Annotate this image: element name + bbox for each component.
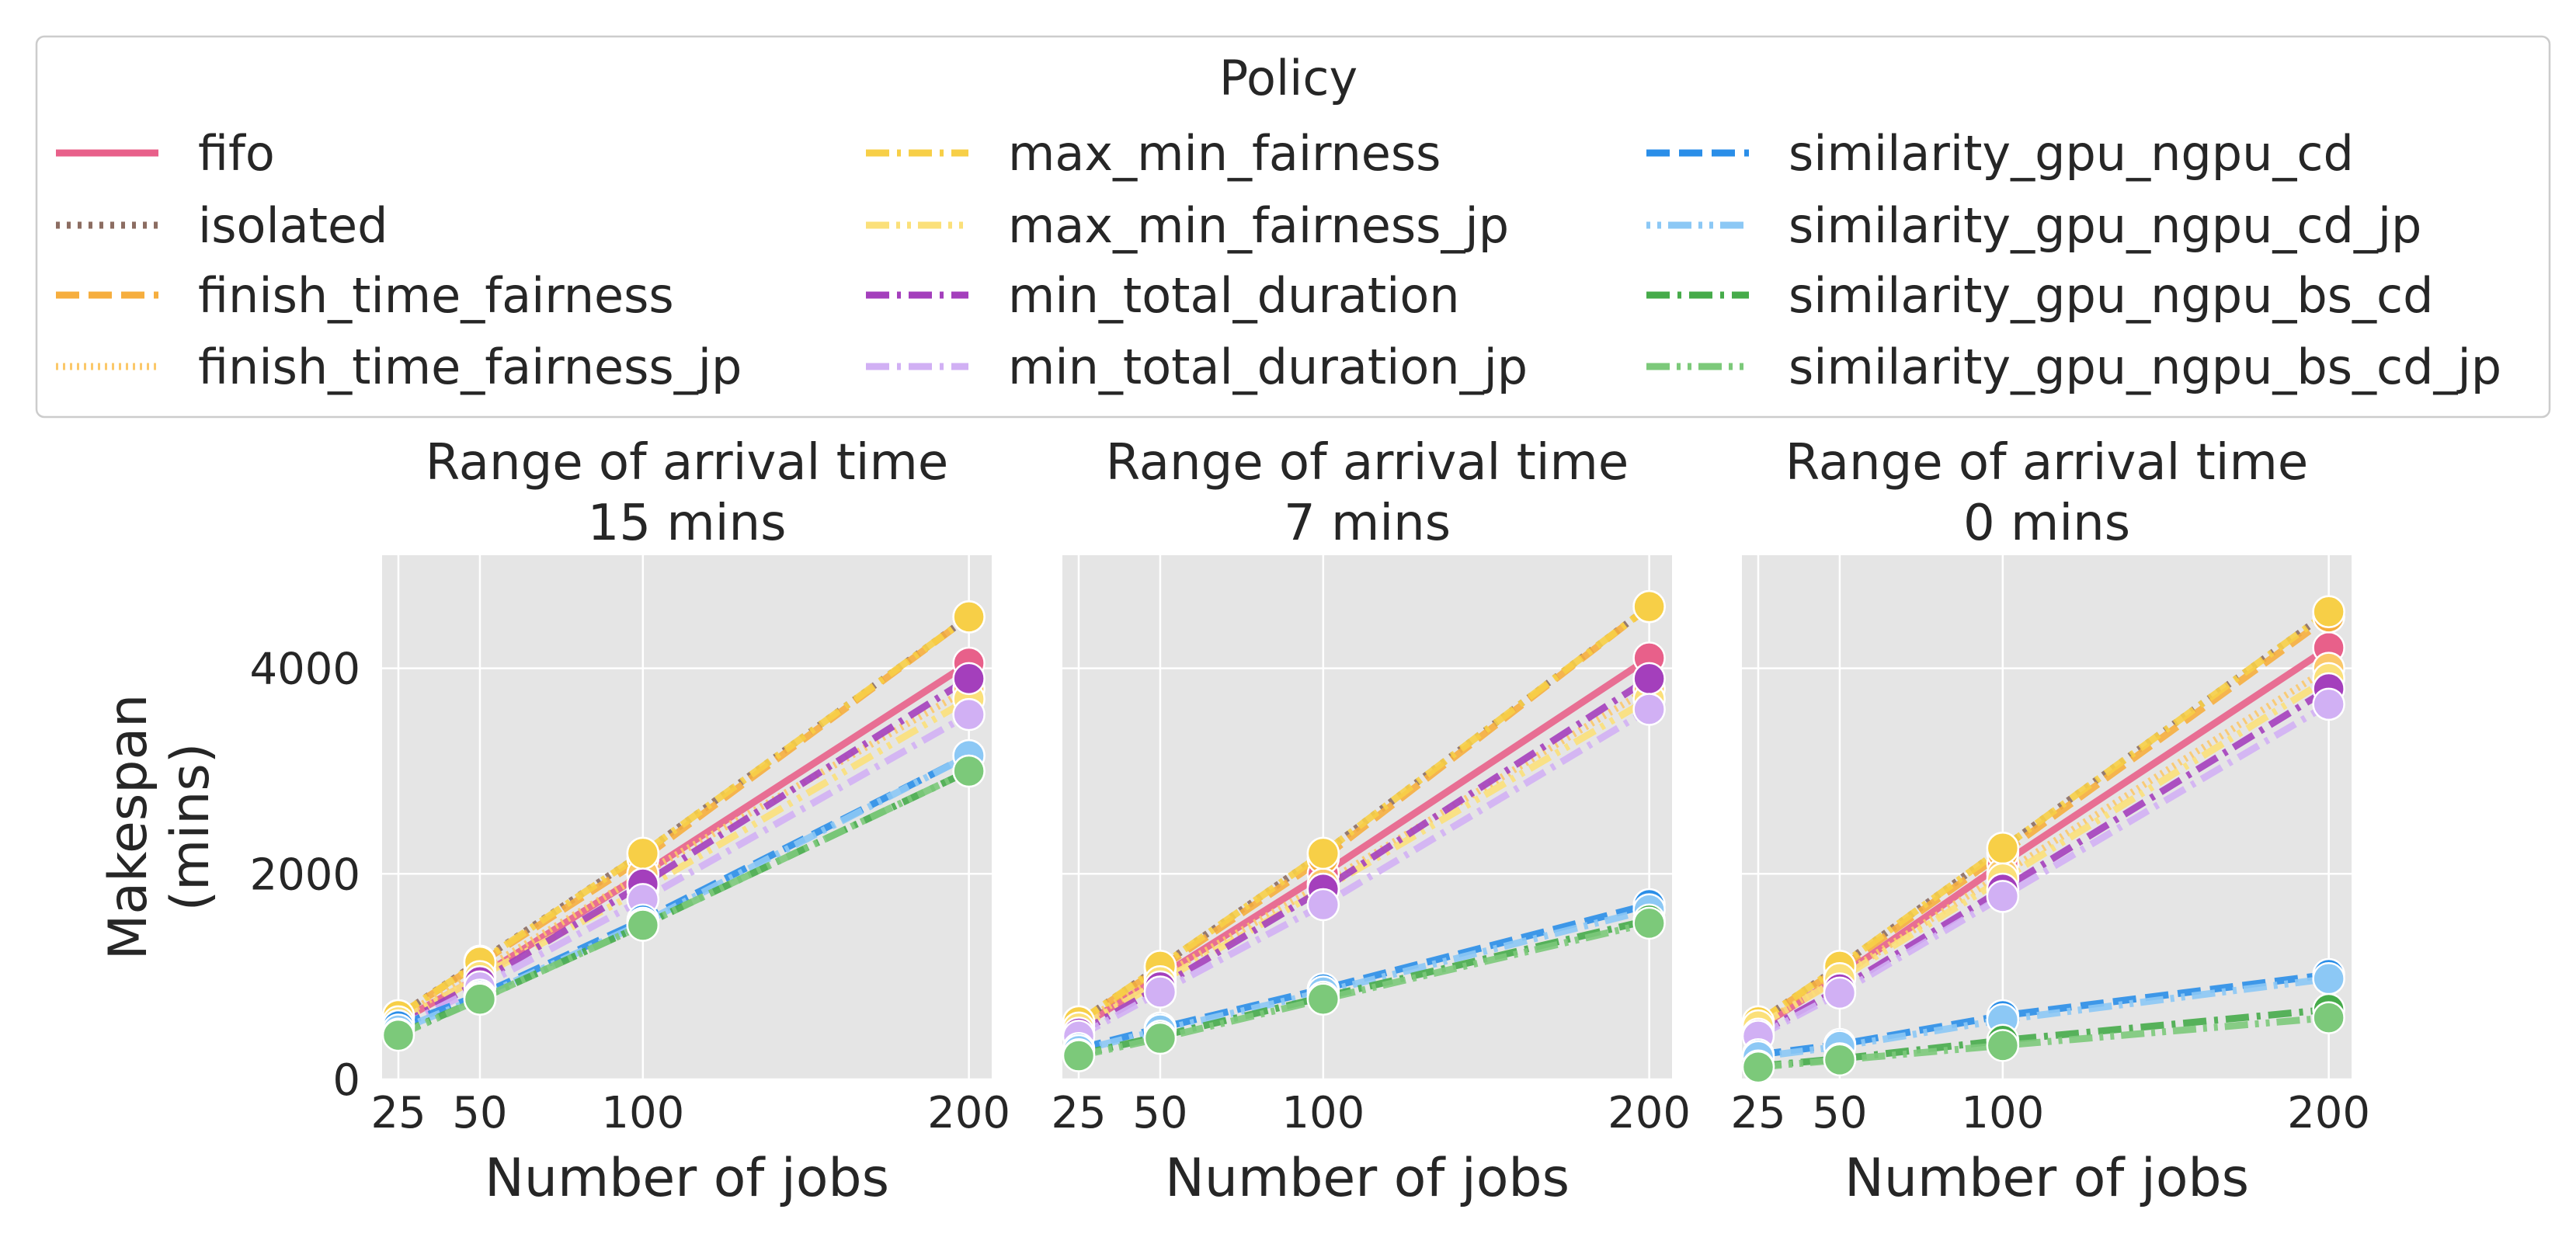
point-min-total-duration xyxy=(1632,662,1666,696)
x-tick-label: 100 xyxy=(1961,1088,2044,1138)
legend: Policy fifoisolatedfinish_time_fairnessf… xyxy=(35,35,2551,419)
point-min-total-duration-jp xyxy=(2312,687,2345,721)
legend-label-finish-time-fairness: finish_time_fairness xyxy=(198,267,674,324)
legend-frame xyxy=(35,35,2551,419)
legend-title: Policy xyxy=(1219,50,1358,106)
point-min-total-duration-jp xyxy=(1632,693,1666,726)
point-similarity-gpu-ngpu-bs-cd-jp xyxy=(1306,982,1340,1016)
panel-title-line-1: Range of arrival time xyxy=(1785,434,2309,492)
x-axis-label: Number of jobs xyxy=(1844,1148,2249,1209)
point-similarity-gpu-ngpu-bs-cd-jp xyxy=(1986,1029,2020,1062)
series-line-max-min-fairness xyxy=(1756,609,2331,1025)
point-max-min-fairness xyxy=(626,836,660,870)
point-similarity-gpu-ngpu-bs-cd-jp xyxy=(1143,1021,1177,1055)
legend-label-min-total-duration: min_total_duration xyxy=(1008,267,1460,324)
y-tick-label: 4000 xyxy=(249,645,360,695)
point-similarity-gpu-ngpu-bs-cd-jp xyxy=(1062,1039,1096,1072)
point-similarity-gpu-ngpu-bs-cd-jp xyxy=(1823,1043,1857,1077)
legend-label-max-min-fairness-jp: max_min_fairness_jp xyxy=(1008,197,1509,254)
legend-label-isolated: isolated xyxy=(198,197,388,254)
panel-title-line-2: 0 mins xyxy=(1963,495,2130,552)
legend-label-similarity-gpu-ngpu-bs-cd: similarity_gpu_ngpu_bs_cd xyxy=(1789,267,2434,324)
series-line-fifo xyxy=(1076,655,1652,1031)
x-tick-label: 200 xyxy=(927,1088,1010,1138)
point-similarity-gpu-ngpu-bs-cd-jp xyxy=(463,982,497,1016)
series-line-min-total-duration-jp xyxy=(1076,706,1651,1040)
series-line-fifo xyxy=(396,660,972,1025)
series-line-min-total-duration xyxy=(1076,676,1652,1037)
panel-title-line-2: 7 mins xyxy=(1284,495,1451,552)
legend-label-similarity-gpu-ngpu-cd: similarity_gpu_ngpu_cd xyxy=(1789,125,2354,182)
x-tick-label: 200 xyxy=(1608,1088,1691,1138)
legend-label-min-total-duration-jp: min_total_duration_jp xyxy=(1008,339,1528,395)
point-similarity-gpu-ngpu-bs-cd-jp xyxy=(381,1018,415,1052)
point-max-min-fairness xyxy=(1632,589,1666,624)
point-similarity-gpu-ngpu-cd-jp xyxy=(2312,962,2345,996)
series-line-fifo xyxy=(1756,645,2331,1031)
point-max-min-fairness xyxy=(1306,836,1340,870)
series-line-min-total-duration-jp xyxy=(1756,701,2331,1040)
series-line-max-min-fairness-jp xyxy=(1756,675,2331,1030)
y-axis-label-line-1: Makespan xyxy=(98,694,159,961)
point-similarity-gpu-ngpu-bs-cd-jp xyxy=(952,754,986,788)
x-tick-label: 25 xyxy=(1051,1088,1106,1138)
legend-label-max-min-fairness: max_min_fairness xyxy=(1008,125,1441,182)
legend-label-fifo: fifo xyxy=(198,125,275,182)
point-max-min-fairness xyxy=(2312,595,2345,629)
x-tick-label: 50 xyxy=(1132,1088,1187,1138)
series-line-similarity-gpu-ngpu-cd-jp xyxy=(1077,906,1650,1055)
x-tick-label: 25 xyxy=(370,1088,426,1138)
x-axis-label: Number of jobs xyxy=(485,1148,889,1209)
legend-label-similarity-gpu-ngpu-bs-cd-jp: similarity_gpu_ngpu_bs_cd_jp xyxy=(1789,339,2501,395)
series-line-max-min-fairness xyxy=(396,613,972,1019)
x-tick-label: 100 xyxy=(601,1088,684,1138)
point-min-total-duration-jp xyxy=(1306,888,1340,922)
series-line-similarity-gpu-ngpu-bs-cd-jp xyxy=(1078,919,1650,1059)
series-line-similarity-gpu-ngpu-bs-cd-jp xyxy=(1757,1014,2329,1071)
point-max-min-fairness xyxy=(1986,831,2020,865)
panel-title-line-1: Range of arrival time xyxy=(426,434,949,492)
point-min-total-duration-jp xyxy=(1986,880,2020,913)
point-min-total-duration-jp xyxy=(1143,975,1177,1009)
y-tick-label: 0 xyxy=(332,1055,360,1106)
series-line-similarity-gpu-ngpu-bs-cd-jp xyxy=(397,767,971,1039)
panel-title-line-2: 15 mins xyxy=(588,495,787,552)
x-tick-label: 25 xyxy=(1730,1088,1785,1138)
point-max-min-fairness xyxy=(952,600,986,634)
series-line-similarity-gpu-ngpu-cd-jp xyxy=(1757,975,2330,1061)
point-similarity-gpu-ngpu-bs-cd-jp xyxy=(2312,1001,2345,1034)
x-axis-label: Number of jobs xyxy=(1165,1148,1570,1209)
x-tick-label: 50 xyxy=(1812,1088,1867,1138)
point-min-total-duration-jp xyxy=(952,697,986,731)
panel-title-line-1: Range of arrival time xyxy=(1106,434,1629,492)
point-min-total-duration xyxy=(952,662,986,696)
y-tick-label: 2000 xyxy=(249,850,360,900)
x-tick-label: 200 xyxy=(2287,1088,2370,1138)
legend-label-similarity-gpu-ngpu-cd-jp: similarity_gpu_ngpu_cd_jp xyxy=(1789,197,2421,254)
legend-entries: fifo isolated finish_time_fairness finish_t… xyxy=(56,125,2501,395)
x-tick-label: 50 xyxy=(452,1088,507,1138)
y-axis-label-line-2: (mins) xyxy=(160,743,221,912)
series-line-max-min-fairness xyxy=(1076,603,1652,1025)
point-min-total-duration-jp xyxy=(1823,976,1857,1010)
legend-label-finish-time-fairness-jp: finish_time_fairness_jp xyxy=(198,339,742,395)
x-tick-label: 100 xyxy=(1281,1088,1364,1138)
point-similarity-gpu-ngpu-bs-cd-jp xyxy=(1632,906,1666,940)
point-similarity-gpu-ngpu-bs-cd-jp xyxy=(1741,1050,1775,1084)
point-similarity-gpu-ngpu-bs-cd-jp xyxy=(626,909,660,942)
